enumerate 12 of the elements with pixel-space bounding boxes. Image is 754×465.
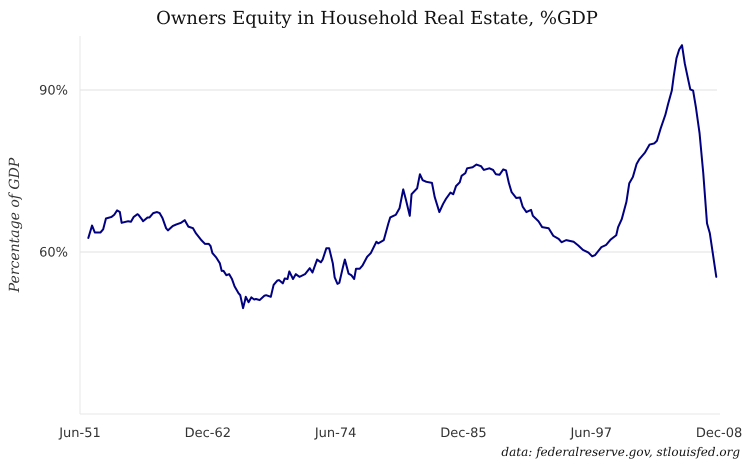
text: data: federalreserve.gov, stlouisfed.org — [501, 445, 740, 459]
chart-title: Owners Equity in Household Real Estate, %GDP — [156, 8, 598, 29]
x-tick-label: Dec-08 — [696, 426, 742, 441]
x-tick-label: Dec-85 — [440, 426, 487, 441]
y-axis-title: Percentage of GDP — [7, 157, 23, 294]
x-tick-label: Jun-51 — [58, 426, 101, 441]
y-tick-label: 60% — [39, 246, 68, 261]
x-tick-label: Jun-97 — [569, 426, 612, 441]
x-tick-label: Dec-62 — [184, 426, 232, 441]
line-series — [87, 44, 718, 310]
x-tick-label: Jun-74 — [314, 426, 356, 441]
y-tick-label: 90% — [39, 84, 68, 99]
